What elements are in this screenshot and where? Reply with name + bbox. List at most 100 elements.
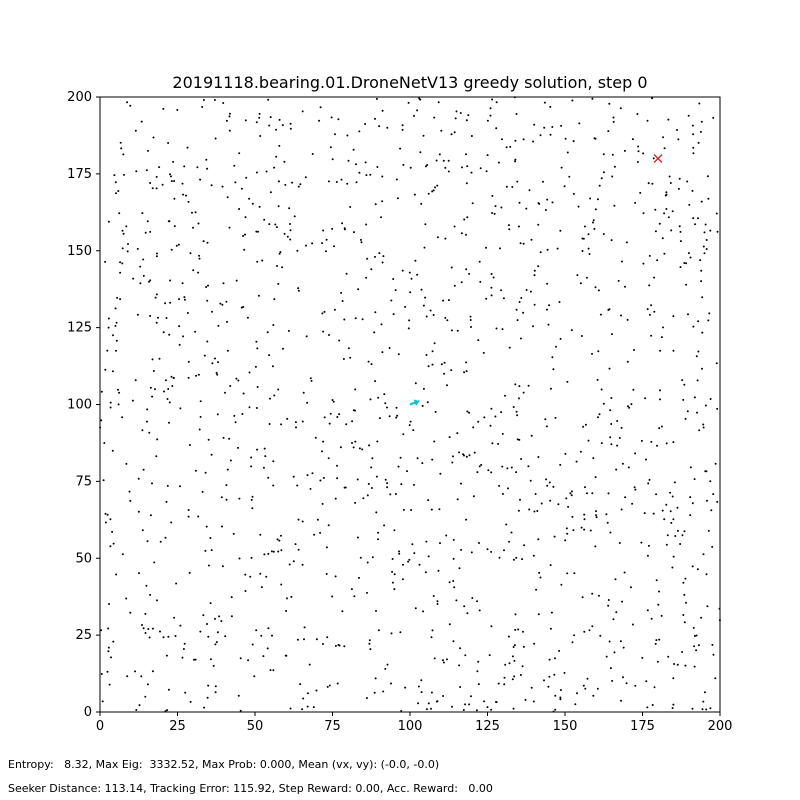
particle-point — [199, 415, 202, 418]
particle-point — [413, 552, 416, 555]
particle-point — [704, 404, 707, 407]
particle-point — [520, 297, 523, 299]
particle-point — [264, 455, 267, 458]
particle-point — [359, 556, 362, 559]
particle-point — [369, 173, 372, 176]
particle-point — [402, 433, 405, 436]
particle-point — [349, 206, 352, 208]
particle-point — [286, 597, 288, 600]
particle-point — [341, 610, 344, 613]
particle-point — [631, 138, 634, 141]
particle-point — [692, 626, 695, 629]
particle-point — [414, 382, 417, 385]
particle-point — [182, 335, 185, 338]
particle-point — [155, 455, 158, 458]
particle-point — [624, 496, 627, 499]
particle-point — [158, 357, 161, 360]
particle-point — [188, 571, 191, 574]
particle-point — [567, 505, 570, 508]
particle-point — [141, 529, 144, 532]
particle-point — [693, 396, 696, 399]
particle-point — [198, 257, 201, 260]
particle-point — [397, 353, 400, 356]
particle-point — [452, 538, 455, 541]
particle-point — [684, 664, 687, 667]
particle-point — [703, 691, 706, 694]
particle-point — [389, 493, 392, 496]
status-line-metrics: Entropy: 8.32, Max Eig: 3332.52, Max Pro… — [8, 758, 440, 771]
particle-point — [514, 158, 517, 161]
particle-point — [168, 333, 171, 336]
particle-point — [623, 149, 626, 152]
particle-point — [522, 645, 525, 648]
particle-point — [289, 707, 292, 710]
particle-point — [611, 175, 614, 178]
particle-point — [215, 371, 218, 374]
particle-point — [390, 632, 393, 635]
particle-point — [371, 457, 374, 460]
particle-point — [711, 643, 714, 646]
particle-point — [587, 233, 590, 236]
particle-point — [564, 452, 567, 455]
y-tick-label: 100 — [67, 398, 92, 413]
particle-point — [370, 268, 373, 271]
particle-point — [477, 683, 480, 686]
particle-point — [628, 406, 631, 409]
particle-point — [204, 471, 207, 474]
particle-point — [607, 130, 610, 133]
particle-point — [151, 482, 153, 485]
particle-point — [106, 670, 109, 673]
particle-point — [620, 314, 622, 317]
particle-point — [144, 231, 147, 234]
particle-point — [610, 423, 613, 425]
particle-point — [321, 502, 324, 505]
particle-point — [676, 529, 679, 532]
particle-point — [269, 191, 272, 194]
particle-point — [234, 421, 237, 424]
particle-point — [686, 180, 689, 183]
particle-point — [509, 145, 512, 148]
particle-point — [384, 667, 387, 670]
particle-point — [176, 109, 179, 111]
particle-point — [342, 358, 345, 360]
particle-point — [279, 534, 282, 537]
particle-point — [119, 141, 122, 144]
particle-point — [704, 223, 707, 226]
particle-point — [390, 299, 393, 302]
particle-point — [476, 471, 479, 474]
particle-point — [166, 709, 169, 712]
particle-point — [514, 613, 517, 616]
particle-point — [286, 417, 289, 420]
particle-point — [515, 471, 518, 474]
particle-point — [554, 708, 557, 711]
particle-point — [304, 176, 307, 179]
particle-point — [682, 581, 685, 584]
particle-point — [514, 628, 517, 631]
particle-point — [355, 163, 357, 166]
particle-point — [325, 573, 328, 575]
particle-point — [416, 109, 419, 112]
particle-point — [518, 225, 520, 228]
particle-point — [576, 274, 579, 277]
particle-point — [226, 468, 229, 471]
particle-point — [229, 112, 231, 115]
particle-point — [354, 317, 357, 320]
particle-point — [420, 202, 423, 205]
particle-point — [705, 573, 708, 576]
particle-point — [620, 508, 623, 511]
particle-point — [460, 482, 462, 485]
particle-point — [671, 495, 674, 498]
particle-point — [705, 708, 708, 711]
particle-point — [436, 236, 439, 239]
particle-point — [358, 447, 361, 450]
particle-point — [665, 208, 668, 210]
particle-point — [508, 346, 511, 349]
particle-point — [445, 534, 448, 537]
particle-point — [697, 141, 700, 144]
particle-point — [303, 626, 306, 629]
particle-point — [137, 477, 140, 480]
particle-point — [358, 576, 360, 579]
particle-point — [550, 387, 552, 390]
particle-point — [439, 542, 441, 545]
particle-point — [522, 311, 525, 314]
